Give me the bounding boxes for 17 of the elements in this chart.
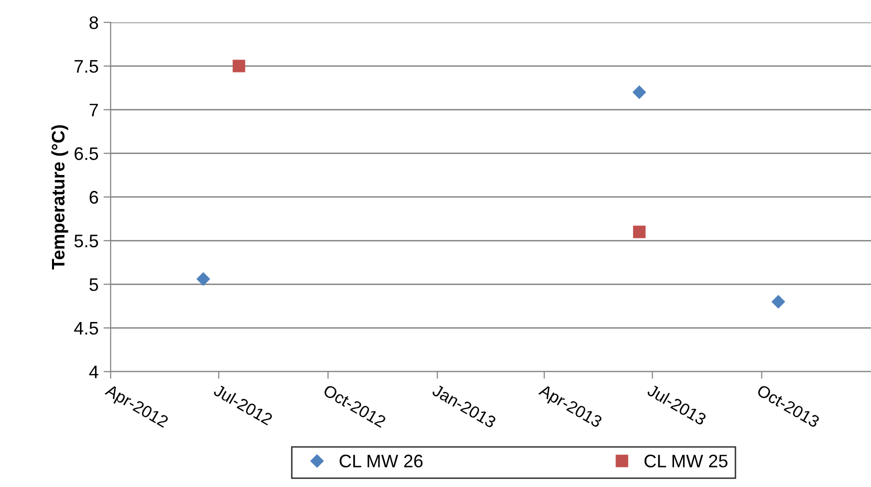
- y-axis-title: Temperature (°C): [51, 125, 68, 270]
- point: [196, 272, 210, 286]
- legend-label: CL MW 26: [340, 454, 423, 468]
- point: [632, 85, 646, 100]
- y-tick-label: 8: [90, 16, 98, 30]
- y-tick-label: 4: [89, 366, 98, 378]
- y-tick-label: 7: [90, 104, 98, 116]
- y-tick-label: 5.5: [74, 234, 98, 248]
- point: [232, 60, 246, 72]
- point: [771, 294, 786, 309]
- legend-label: CL MW 25: [644, 454, 728, 468]
- y-tick-label: 7.5: [74, 60, 98, 73]
- y-tick-label: 6: [90, 190, 98, 204]
- y-tick-label: 6.5: [74, 147, 98, 160]
- point: [633, 226, 646, 238]
- y-tick-label: 4.5: [74, 322, 98, 335]
- y-tick-label: 5: [89, 278, 98, 292]
